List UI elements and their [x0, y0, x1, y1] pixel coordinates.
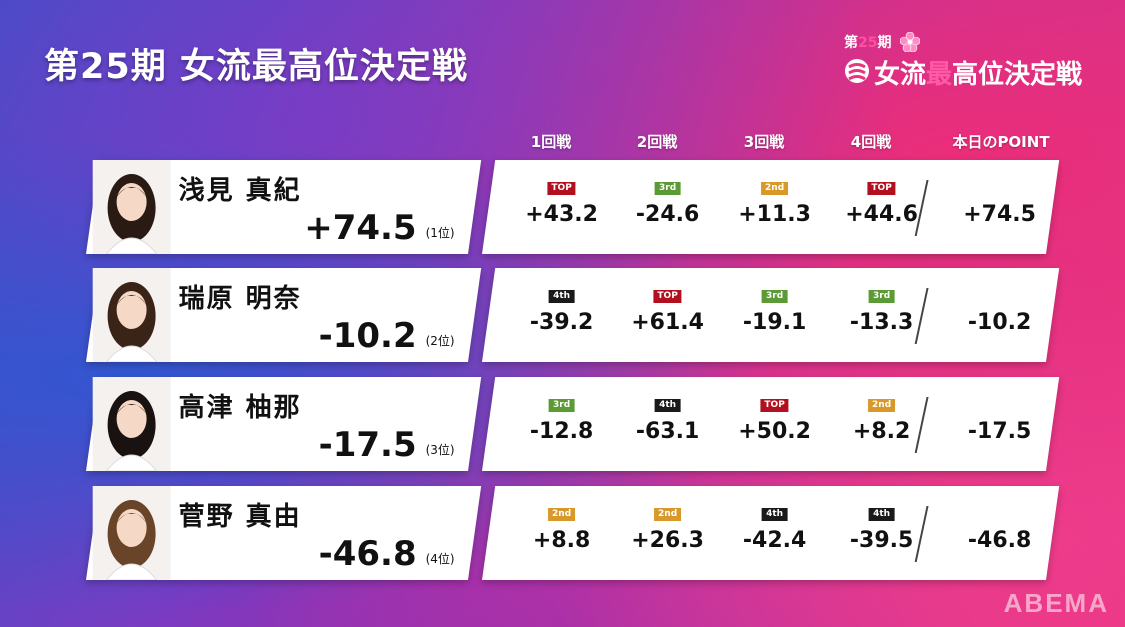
- day-point: +74.5: [963, 202, 1036, 227]
- player-card: 瑞原 明奈 -10.2 (2位): [86, 268, 482, 362]
- game-score: -24.6: [635, 202, 700, 227]
- placement-badge: 4th: [868, 508, 895, 521]
- game-result: 3rd -19.1: [720, 268, 830, 362]
- player-total-score: +74.5: [304, 208, 417, 248]
- placement-badge: 2nd: [868, 399, 896, 412]
- game-score: -42.4: [742, 528, 807, 553]
- logo-episode-suffix: 期: [877, 35, 892, 51]
- player-rank: (3位): [425, 443, 455, 457]
- player-name: 浅見 真紀: [178, 176, 302, 206]
- game-score: -63.1: [635, 419, 700, 444]
- header-day-point: 本日のPOINT: [952, 133, 1050, 151]
- player-total-score: -17.5: [318, 425, 417, 465]
- header-game-3: 3回戦: [743, 133, 785, 151]
- avatar: [92, 486, 171, 580]
- logo-name-part1: 女流: [874, 60, 927, 90]
- score-card: TOP +43.2 3rd -24.6 2nd +11.3 TOP +44.6 …: [482, 160, 1060, 254]
- game-result: 2nd +11.3: [720, 160, 830, 254]
- event-logo: 第25期 女流最高位決定戦: [842, 32, 1092, 92]
- placement-badge: 3rd: [868, 290, 895, 303]
- game-result: TOP +43.2: [507, 160, 617, 254]
- game-score: +8.8: [532, 528, 591, 553]
- game-score: +50.2: [738, 419, 811, 444]
- header-game-4: 4回戦: [850, 133, 892, 151]
- game-result: 4th -39.2: [507, 268, 617, 362]
- day-point: -46.8: [967, 528, 1032, 553]
- logo-episode: 第25期: [844, 32, 891, 52]
- player-card: 浅見 真紀 +74.5 (1位): [86, 160, 482, 254]
- logo-episode-number: 25: [858, 35, 878, 51]
- placement-badge: 4th: [548, 290, 575, 303]
- score-card: 3rd -12.8 4th -63.1 TOP +50.2 2nd +8.2 -…: [482, 377, 1060, 471]
- game-result: 3rd -24.6: [613, 160, 723, 254]
- game-score: +11.3: [738, 202, 811, 227]
- avatar: [92, 268, 171, 362]
- game-result: TOP +61.4: [613, 268, 723, 362]
- placement-badge: 4th: [654, 399, 681, 412]
- logo-name-part3: 高位決定戦: [952, 60, 1083, 90]
- score-card: 2nd +8.8 2nd +26.3 4th -42.4 4th -39.5 -…: [482, 486, 1060, 580]
- player-card: 高津 柚那 -17.5 (3位): [86, 377, 482, 471]
- game-score: -19.1: [742, 310, 807, 335]
- header-game-1: 1回戦: [530, 133, 572, 151]
- avatar: [92, 377, 171, 471]
- placement-badge: TOP: [653, 290, 682, 303]
- logo-name: 女流最高位決定戦: [874, 54, 1082, 91]
- day-point: -17.5: [967, 419, 1032, 444]
- game-result: 2nd +26.3: [613, 486, 723, 580]
- placement-badge: 4th: [761, 508, 788, 521]
- player-rank: (4位): [425, 552, 455, 566]
- broadcaster-watermark: ABEMA: [1003, 588, 1109, 618]
- game-score: -12.8: [529, 419, 594, 444]
- mahjong-tile-icon: [845, 59, 869, 83]
- placement-badge: TOP: [760, 399, 789, 412]
- day-point: -10.2: [967, 310, 1032, 335]
- player-name: 瑞原 明奈: [178, 284, 302, 314]
- avatar: [92, 160, 171, 254]
- game-result: 2nd +8.8: [507, 486, 617, 580]
- score-card: 4th -39.2 TOP +61.4 3rd -19.1 3rd -13.3 …: [482, 268, 1060, 362]
- player-name: 高津 柚那: [178, 393, 302, 423]
- game-score: +61.4: [631, 310, 704, 335]
- placement-badge: TOP: [867, 182, 896, 195]
- placement-badge: 2nd: [654, 508, 682, 521]
- game-result: 4th -42.4: [720, 486, 830, 580]
- game-score: -39.2: [529, 310, 594, 335]
- player-total-score: -10.2: [318, 316, 417, 356]
- placement-badge: 3rd: [761, 290, 788, 303]
- placement-badge: 2nd: [761, 182, 789, 195]
- game-result: TOP +50.2: [720, 377, 830, 471]
- player-total-score: -46.8: [318, 534, 417, 574]
- header-game-2: 2回戦: [636, 133, 678, 151]
- placement-badge: 3rd: [654, 182, 681, 195]
- player-rank: (2位): [425, 334, 455, 348]
- placement-badge: TOP: [547, 182, 576, 195]
- game-result: 3rd -12.8: [507, 377, 617, 471]
- game-result: 4th -63.1: [613, 377, 723, 471]
- game-score: +26.3: [631, 528, 704, 553]
- player-name: 菅野 真由: [178, 502, 302, 532]
- logo-episode-prefix: 第: [844, 35, 858, 51]
- logo-name-part2: 最: [926, 60, 953, 90]
- placement-badge: 3rd: [548, 399, 575, 412]
- page-title: 第25期 女流最高位決定戦: [44, 47, 468, 87]
- player-card: 菅野 真由 -46.8 (4位): [86, 486, 482, 580]
- flower-icon: [900, 32, 920, 52]
- placement-badge: 2nd: [548, 508, 576, 521]
- player-rank: (1位): [425, 226, 455, 240]
- game-score: +43.2: [525, 202, 598, 227]
